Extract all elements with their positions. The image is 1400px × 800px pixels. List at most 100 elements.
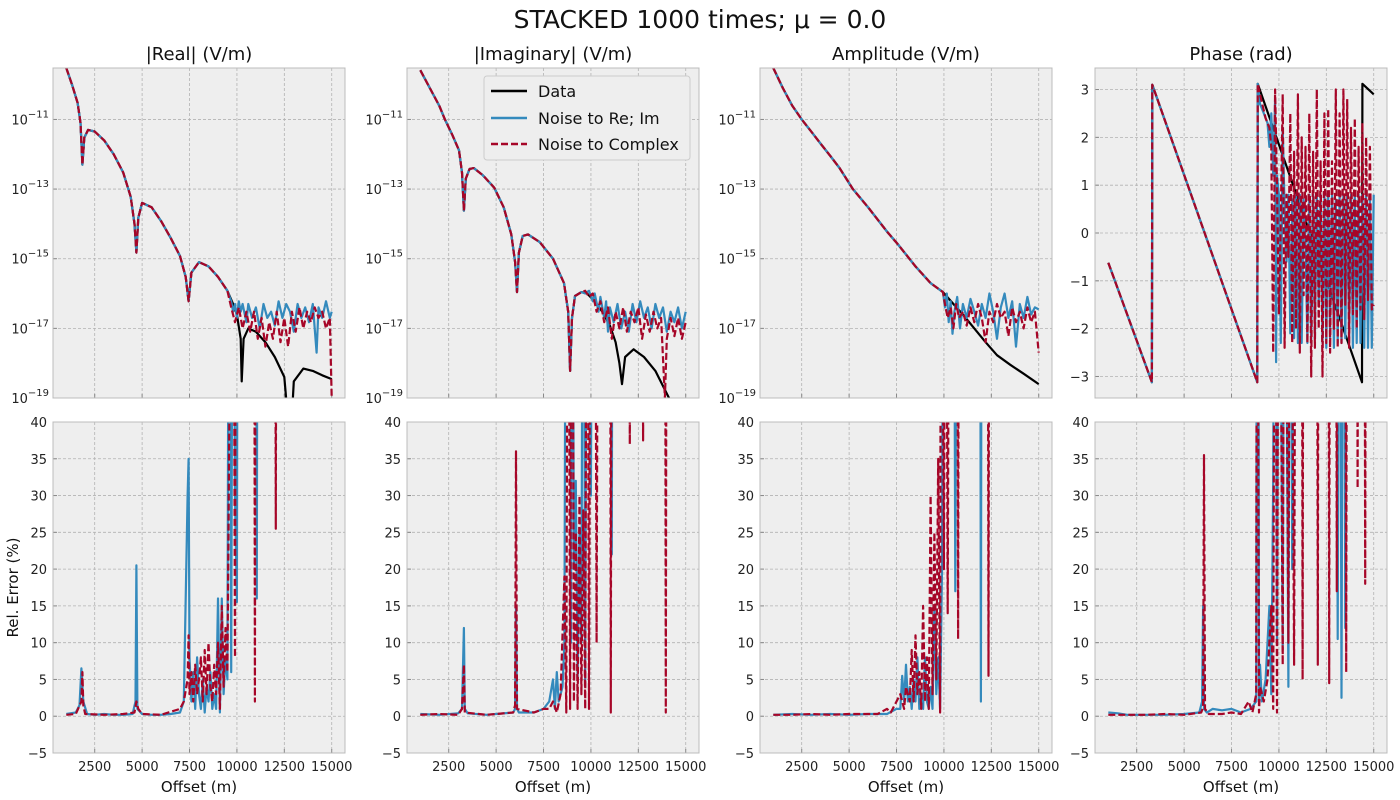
y-tick-label: 20 [737,563,754,578]
y-tick-label: 0 [1081,227,1089,242]
legend-label-noise-complex: Noise to Complex [538,135,679,154]
y-tick-label: 25 [384,526,401,541]
y-tick-label: 10 [737,637,754,652]
y-tick-label: 2 [1081,131,1089,146]
x-tick-label: 5000 [1168,760,1201,775]
axes-frame [406,421,700,754]
y-tick-label: 40 [384,416,401,431]
x-axis-label: Offset (m) [1203,778,1279,796]
y-tick-label: 10 [384,637,401,652]
y-tick-label: 10−15 [718,249,756,268]
y-tick-label: 20 [30,563,47,578]
x-tick-label: 10000 [216,760,257,775]
subplot-title: |Imaginary| (V/m) [474,44,633,65]
y-tick-label: 10−19 [11,388,49,407]
series-group [773,422,990,716]
series-line-noise-to-complex [419,69,687,398]
y-tick-label: 40 [1072,416,1089,431]
y-tick-label: 35 [1072,453,1089,468]
legend-label-data: Data [538,82,576,101]
y-tick-label: 15 [30,600,47,615]
y-tick-label: 10−13 [365,179,403,198]
y-tick-label: 10−11 [718,109,756,128]
x-tick-label: 2500 [1120,760,1153,775]
y-tick-label: 30 [1072,490,1089,505]
legend: Data Noise to Re; Im Noise to Complex [483,75,691,161]
y-tick-label: 35 [737,453,754,468]
series-line-noise-to-complex [1107,82,1375,384]
y-tick-label: 20 [384,563,401,578]
plot-area [53,422,345,753]
x-tick-label: 7500 [527,760,560,775]
figure-suptitle: STACKED 1000 times; μ = 0.0 [514,5,887,34]
series-group [772,68,1040,386]
y-tick-label: 10−17 [365,318,403,337]
axes-frame [52,421,346,754]
series-group [420,422,668,716]
y-tick-label: 25 [30,526,47,541]
y-tick-label: 5 [1081,673,1089,688]
y-tick-label: −5 [382,747,401,762]
y-tick-label: 20 [1072,563,1089,578]
y-tick-label: 10−19 [718,388,756,407]
y-tick-label: 10−11 [365,109,403,128]
y-tick-label: 0 [746,710,754,725]
y-tick-label: −5 [1070,747,1089,762]
axes-frame [1094,421,1388,754]
y-tick-label: 10−15 [11,249,49,268]
series-line-noise-to-complex [66,422,278,716]
subplot-title: |Real| (V/m) [146,44,253,65]
y-tick-label: 10−13 [11,179,49,198]
plot-area [53,68,345,398]
y-tick-label: 10−11 [11,109,49,128]
axes-frame [52,67,346,399]
x-tick-label: 5000 [833,760,866,775]
x-tick-label: 7500 [880,760,913,775]
y-tick-label: 10−13 [718,179,756,198]
y-tick-label: −5 [28,747,47,762]
x-tick-label: 10000 [1258,760,1299,775]
series-line-noise-to-complex [65,68,333,398]
axes-frame [759,421,1053,754]
x-tick-label: 7500 [1215,760,1248,775]
subplot-4: 3 2 1 0 −1 −2 −3 Phase (rad) [1070,44,1388,399]
y-tick-label: 10−17 [11,318,49,337]
y-tick-label: 1 [1081,179,1089,194]
subplot-5: 2500 5000 7500 10000 12500 15000 −5 0 5 10 15 20 25 3… [4,416,352,796]
y-tick-label: 10−15 [365,249,403,268]
y-tick-label: 30 [737,490,754,505]
x-tick-label: 15000 [1353,760,1394,775]
y-tick-label: 0 [393,710,401,725]
y-tick-label: 10 [30,637,47,652]
y-tick-label: 35 [30,453,47,468]
y-tick-label: 5 [393,673,401,688]
x-tick-label: 10000 [923,760,964,775]
y-tick-label: −2 [1070,323,1089,338]
x-tick-label: 12500 [618,760,659,775]
x-tick-label: 2500 [78,760,111,775]
subplot-3: 10−11 10−13 10−15 10−17 10−19 Amplitude (V/m) [718,44,1053,407]
y-tick-label: 40 [30,416,47,431]
plot-area [1095,422,1387,753]
x-tick-label: 12500 [971,760,1012,775]
legend-frame [483,75,691,161]
x-tick-label: 15000 [1018,760,1059,775]
axes-frame [1094,67,1388,399]
x-tick-label: 7500 [173,760,206,775]
y-tick-label: −1 [1070,275,1089,290]
y-tick-label: 5 [39,673,47,688]
subplot-7: 2500 5000 7500 10000 12500 15000 −5 0 5 10 15 20 25 3… [735,416,1060,796]
y-tick-label: 35 [384,453,401,468]
plot-area [760,422,1052,753]
series-group [65,68,333,398]
y-axis-label: Rel. Error (%) [4,538,22,638]
x-tick-label: 12500 [264,760,305,775]
plot-area [760,68,1052,398]
y-tick-label: −3 [1070,370,1089,385]
y-tick-label: 15 [384,600,401,615]
subplot-8: 2500 5000 7500 10000 12500 15000 −5 0 5 10 15 20 25 3… [1070,416,1395,796]
x-axis-label: Offset (m) [515,778,591,796]
y-tick-label: 5 [746,673,754,688]
